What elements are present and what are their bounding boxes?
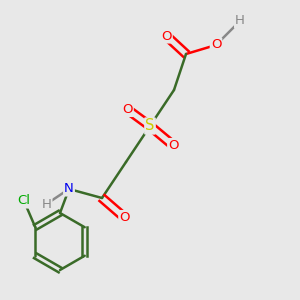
Text: O: O bbox=[119, 211, 130, 224]
Text: O: O bbox=[168, 139, 178, 152]
Text: O: O bbox=[211, 38, 221, 52]
Text: H: H bbox=[42, 197, 51, 211]
Text: O: O bbox=[161, 29, 172, 43]
Text: O: O bbox=[122, 103, 133, 116]
Text: S: S bbox=[145, 118, 155, 134]
Text: N: N bbox=[64, 182, 74, 196]
Text: H: H bbox=[235, 14, 245, 28]
Text: Cl: Cl bbox=[17, 194, 31, 208]
